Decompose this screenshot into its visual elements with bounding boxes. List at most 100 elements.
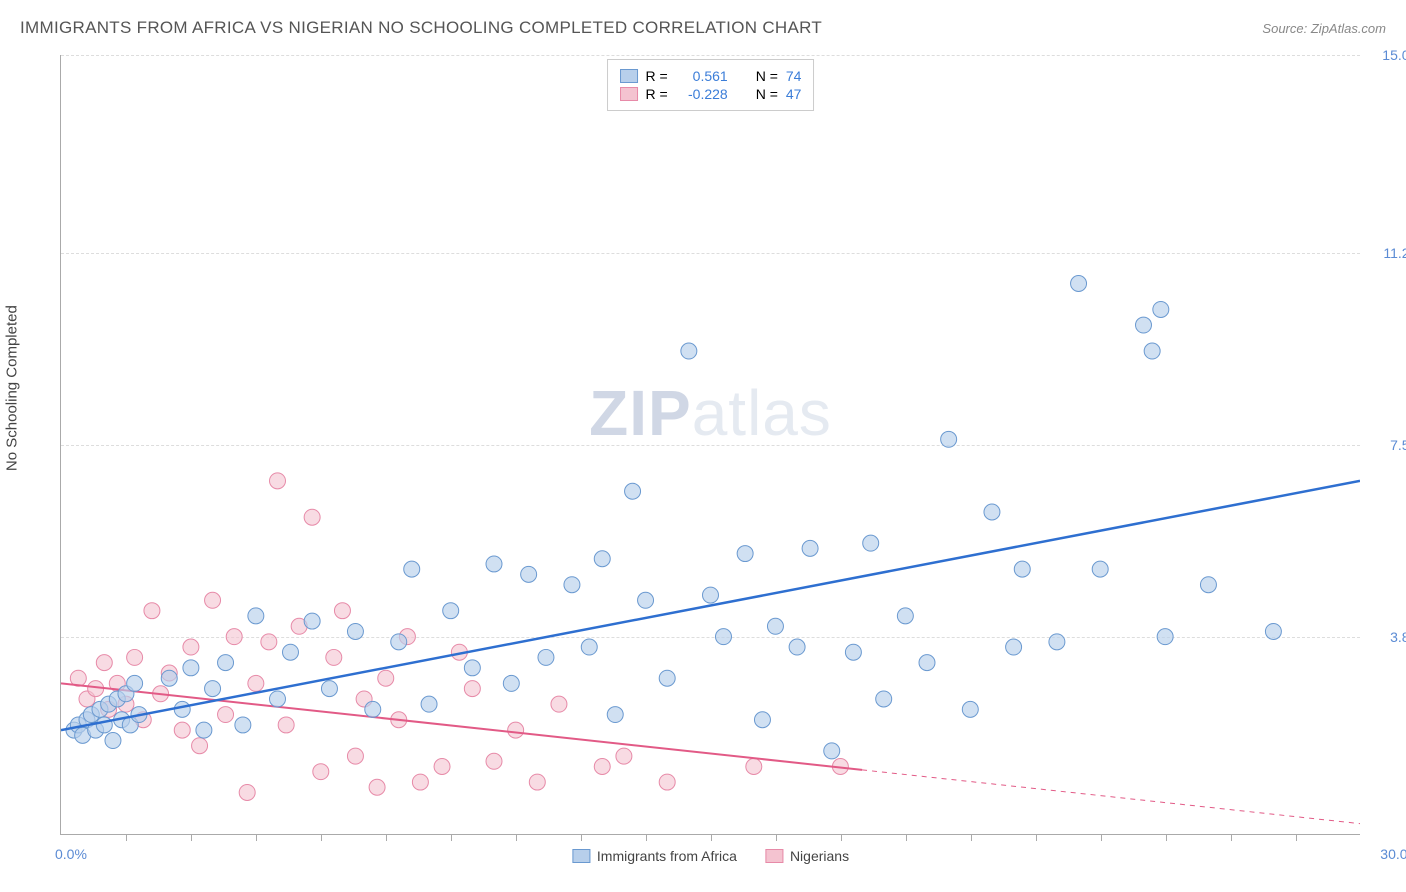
data-point-nigeria (127, 649, 143, 665)
data-point-africa (96, 717, 112, 733)
x-tick-label: 30.0% (1380, 846, 1406, 862)
data-point-africa (607, 707, 623, 723)
data-point-nigeria (551, 696, 567, 712)
data-point-africa (703, 587, 719, 603)
data-point-africa (421, 696, 437, 712)
data-point-nigeria (226, 629, 242, 645)
r-label: R = (646, 68, 668, 84)
data-point-africa (919, 655, 935, 671)
data-point-africa (404, 561, 420, 577)
x-tick (1296, 834, 1297, 841)
data-point-africa (581, 639, 597, 655)
x-tick (321, 834, 322, 841)
data-point-nigeria (174, 722, 190, 738)
data-point-nigeria (313, 764, 329, 780)
data-point-nigeria (334, 603, 350, 619)
r-value-africa: 0.561 (676, 68, 728, 84)
data-point-africa (538, 649, 554, 665)
x-tick (1036, 834, 1037, 841)
data-point-nigeria (192, 738, 208, 754)
data-point-nigeria (508, 722, 524, 738)
data-point-africa (941, 431, 957, 447)
y-axis-label: No Schooling Completed (4, 305, 21, 471)
data-point-africa (235, 717, 251, 733)
data-point-nigeria (326, 649, 342, 665)
data-point-nigeria (486, 753, 502, 769)
legend-row: R = 0.561 N = 74 (620, 68, 802, 84)
data-point-africa (1157, 629, 1173, 645)
x-tick (971, 834, 972, 841)
data-point-africa (754, 712, 770, 728)
data-point-africa (1006, 639, 1022, 655)
data-point-nigeria (746, 758, 762, 774)
data-point-nigeria (378, 670, 394, 686)
x-tick (646, 834, 647, 841)
data-point-nigeria (261, 634, 277, 650)
data-point-nigeria (347, 748, 363, 764)
data-point-nigeria (464, 681, 480, 697)
n-value-africa: 74 (786, 68, 802, 84)
data-point-africa (767, 618, 783, 634)
data-point-africa (863, 535, 879, 551)
swatch-africa (572, 849, 590, 863)
data-point-nigeria (270, 473, 286, 489)
swatch-nigeria (765, 849, 783, 863)
data-point-africa (196, 722, 212, 738)
n-label: N = (756, 68, 778, 84)
data-point-africa (638, 592, 654, 608)
legend-label-nigeria: Nigerians (790, 848, 849, 864)
data-point-africa (174, 701, 190, 717)
data-point-nigeria (529, 774, 545, 790)
scatter-plot-svg (61, 55, 1360, 834)
data-point-africa (321, 681, 337, 697)
x-tick (516, 834, 517, 841)
data-point-africa (845, 644, 861, 660)
data-point-africa (270, 691, 286, 707)
data-point-africa (127, 675, 143, 691)
x-tick (841, 834, 842, 841)
data-point-africa (1049, 634, 1065, 650)
data-point-africa (161, 670, 177, 686)
data-point-nigeria (248, 675, 264, 691)
r-value-nigeria: -0.228 (676, 86, 728, 102)
data-point-africa (503, 675, 519, 691)
data-point-nigeria (659, 774, 675, 790)
x-tick (1166, 834, 1167, 841)
x-tick (711, 834, 712, 841)
data-point-africa (1153, 301, 1169, 317)
data-point-nigeria (96, 655, 112, 671)
data-point-nigeria (434, 758, 450, 774)
data-point-africa (681, 343, 697, 359)
data-point-nigeria (239, 784, 255, 800)
x-tick (191, 834, 192, 841)
data-point-nigeria (218, 707, 234, 723)
n-value-nigeria: 47 (786, 86, 802, 102)
data-point-africa (1071, 276, 1087, 292)
data-point-africa (564, 577, 580, 593)
data-point-africa (464, 660, 480, 676)
data-point-nigeria (304, 509, 320, 525)
data-point-africa (304, 613, 320, 629)
data-point-africa (897, 608, 913, 624)
data-point-nigeria (183, 639, 199, 655)
correlation-legend: R = 0.561 N = 74 R = -0.228 N = 47 (607, 59, 815, 111)
data-point-africa (824, 743, 840, 759)
data-point-africa (594, 551, 610, 567)
data-point-africa (962, 701, 978, 717)
data-point-africa (347, 623, 363, 639)
trendline-africa (61, 481, 1360, 730)
chart-plot-area: ZIPatlas R = 0.561 N = 74 R = -0.228 N =… (60, 55, 1360, 835)
data-point-nigeria (412, 774, 428, 790)
x-tick-label: 0.0% (55, 846, 87, 862)
data-point-nigeria (594, 758, 610, 774)
x-tick (1101, 834, 1102, 841)
data-point-africa (1144, 343, 1160, 359)
data-point-africa (1092, 561, 1108, 577)
y-tick-label: 7.5% (1390, 437, 1406, 453)
series-legend: Immigrants from Africa Nigerians (572, 848, 849, 864)
y-tick-label: 15.0% (1382, 47, 1406, 63)
data-point-africa (205, 681, 221, 697)
data-point-africa (183, 660, 199, 676)
chart-source: Source: ZipAtlas.com (1262, 21, 1386, 36)
swatch-africa (620, 69, 638, 83)
